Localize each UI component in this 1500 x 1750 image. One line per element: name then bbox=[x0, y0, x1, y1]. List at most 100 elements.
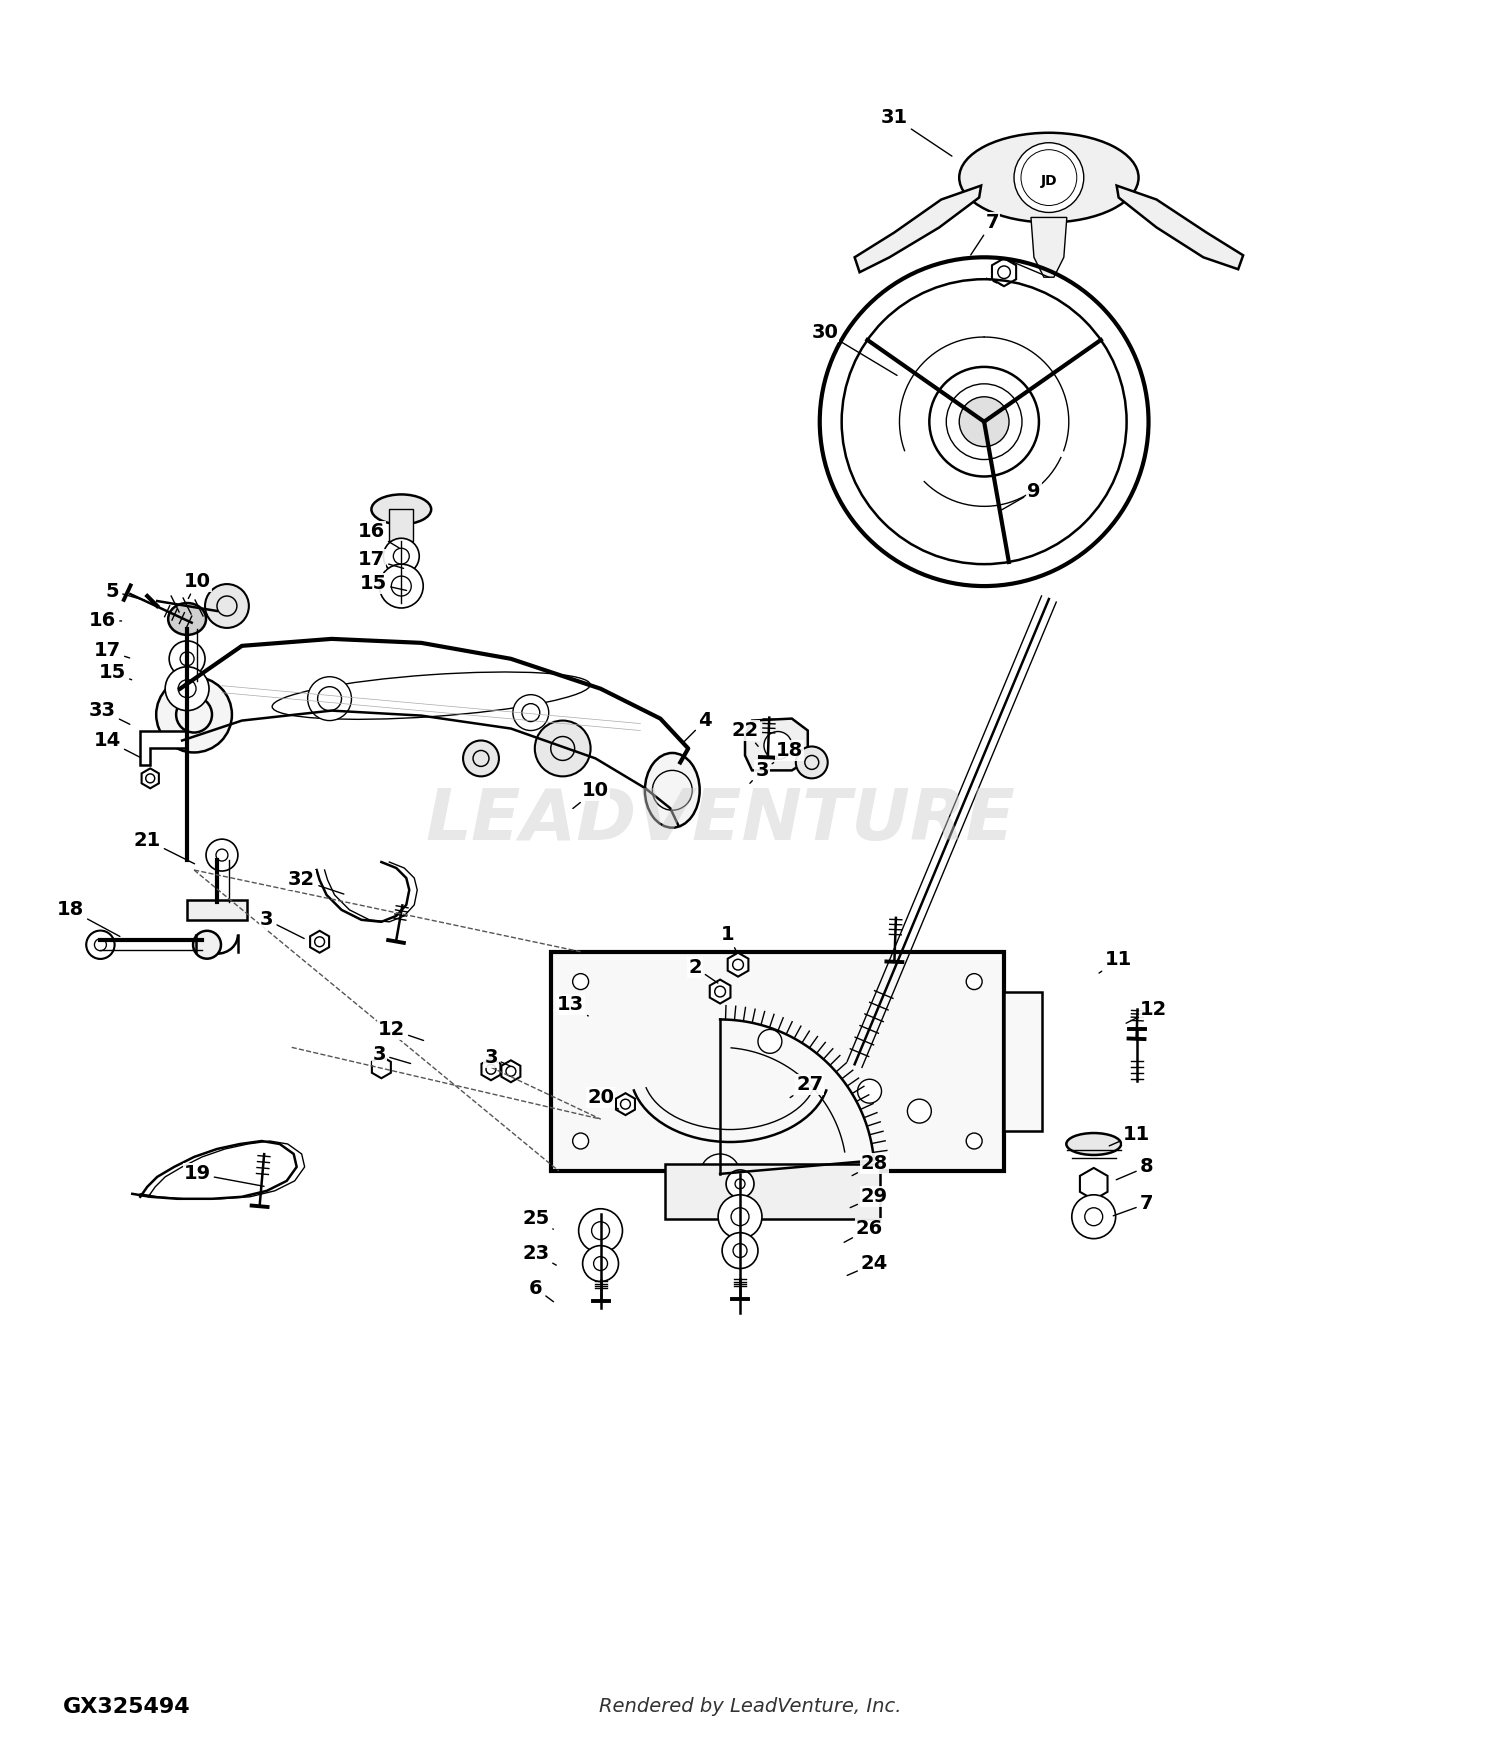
Circle shape bbox=[764, 732, 792, 760]
Ellipse shape bbox=[372, 495, 430, 525]
Text: 19: 19 bbox=[183, 1164, 264, 1186]
Text: 4: 4 bbox=[682, 710, 712, 744]
Text: 8: 8 bbox=[1116, 1157, 1154, 1180]
Circle shape bbox=[758, 1029, 782, 1054]
Circle shape bbox=[573, 1132, 588, 1150]
Polygon shape bbox=[855, 186, 981, 273]
Circle shape bbox=[573, 973, 588, 989]
Polygon shape bbox=[710, 980, 730, 1003]
Circle shape bbox=[908, 1099, 932, 1124]
Polygon shape bbox=[501, 1060, 520, 1082]
Text: 28: 28 bbox=[852, 1155, 888, 1176]
Text: 21: 21 bbox=[134, 831, 195, 864]
Text: 25: 25 bbox=[522, 1209, 554, 1228]
FancyBboxPatch shape bbox=[550, 952, 1004, 1171]
Circle shape bbox=[1014, 144, 1084, 212]
Ellipse shape bbox=[958, 133, 1138, 222]
Text: 14: 14 bbox=[94, 732, 140, 758]
Polygon shape bbox=[1030, 217, 1066, 276]
Circle shape bbox=[206, 584, 249, 628]
Circle shape bbox=[156, 677, 232, 752]
Text: 10: 10 bbox=[183, 572, 210, 598]
Text: 17: 17 bbox=[358, 550, 404, 569]
Text: 15: 15 bbox=[360, 574, 407, 593]
Text: 18: 18 bbox=[57, 900, 120, 936]
Ellipse shape bbox=[1066, 1132, 1120, 1155]
Text: 7: 7 bbox=[1113, 1194, 1154, 1216]
Text: 11: 11 bbox=[1100, 950, 1132, 973]
Circle shape bbox=[700, 1153, 740, 1194]
Circle shape bbox=[796, 747, 828, 779]
Text: 1: 1 bbox=[722, 926, 736, 952]
Circle shape bbox=[384, 539, 418, 574]
Circle shape bbox=[958, 397, 1010, 446]
Polygon shape bbox=[746, 719, 808, 770]
Circle shape bbox=[858, 1080, 882, 1102]
Polygon shape bbox=[992, 259, 1016, 287]
Text: 3: 3 bbox=[372, 1045, 411, 1064]
Text: 30: 30 bbox=[812, 322, 897, 376]
Text: 20: 20 bbox=[586, 1088, 618, 1110]
Circle shape bbox=[464, 740, 500, 777]
Text: 3: 3 bbox=[260, 910, 305, 938]
Circle shape bbox=[170, 640, 206, 677]
Polygon shape bbox=[1080, 1167, 1107, 1200]
Polygon shape bbox=[616, 1094, 634, 1115]
Circle shape bbox=[966, 1132, 982, 1150]
Text: 22: 22 bbox=[732, 721, 759, 746]
Polygon shape bbox=[1004, 992, 1042, 1130]
Text: 2: 2 bbox=[688, 959, 718, 984]
Polygon shape bbox=[666, 1164, 879, 1218]
Circle shape bbox=[194, 931, 220, 959]
Text: 26: 26 bbox=[844, 1220, 883, 1242]
Circle shape bbox=[582, 1246, 618, 1281]
Text: JD: JD bbox=[1041, 173, 1058, 187]
Polygon shape bbox=[372, 1057, 392, 1078]
Ellipse shape bbox=[272, 672, 590, 719]
Circle shape bbox=[87, 931, 114, 959]
Text: 12: 12 bbox=[1126, 999, 1167, 1024]
Polygon shape bbox=[310, 931, 328, 952]
Circle shape bbox=[579, 1209, 622, 1253]
Text: 32: 32 bbox=[288, 870, 344, 894]
Circle shape bbox=[722, 1232, 758, 1269]
Text: 18: 18 bbox=[772, 740, 804, 763]
Text: LEADVENTURE: LEADVENTURE bbox=[424, 786, 1016, 854]
Text: 24: 24 bbox=[847, 1255, 888, 1276]
Polygon shape bbox=[482, 1059, 501, 1080]
Circle shape bbox=[1072, 1195, 1116, 1239]
Circle shape bbox=[966, 973, 982, 989]
Text: 7: 7 bbox=[970, 214, 999, 256]
Circle shape bbox=[536, 721, 591, 777]
Text: 11: 11 bbox=[1108, 1125, 1150, 1146]
Text: 16: 16 bbox=[358, 522, 399, 548]
Text: 29: 29 bbox=[850, 1186, 888, 1207]
Ellipse shape bbox=[645, 752, 699, 828]
Text: 31: 31 bbox=[880, 108, 952, 156]
Text: 17: 17 bbox=[94, 640, 129, 660]
Polygon shape bbox=[141, 730, 188, 765]
Circle shape bbox=[87, 931, 114, 959]
Text: 3: 3 bbox=[484, 1048, 510, 1068]
Text: 12: 12 bbox=[378, 1020, 423, 1041]
Circle shape bbox=[206, 840, 238, 872]
Polygon shape bbox=[188, 900, 248, 920]
Text: 27: 27 bbox=[790, 1074, 824, 1097]
Text: 16: 16 bbox=[88, 611, 122, 630]
Text: 5: 5 bbox=[105, 581, 144, 600]
Text: 15: 15 bbox=[99, 663, 132, 682]
Circle shape bbox=[308, 677, 351, 721]
Text: 6: 6 bbox=[530, 1279, 554, 1302]
Text: 10: 10 bbox=[573, 780, 609, 808]
Circle shape bbox=[380, 564, 423, 607]
Polygon shape bbox=[728, 952, 748, 977]
Text: 33: 33 bbox=[88, 702, 130, 724]
Circle shape bbox=[165, 667, 209, 710]
Polygon shape bbox=[141, 768, 159, 788]
Text: 9: 9 bbox=[1002, 481, 1041, 509]
Text: 23: 23 bbox=[522, 1244, 556, 1265]
Circle shape bbox=[718, 1195, 762, 1239]
Text: 3: 3 bbox=[750, 761, 768, 784]
Circle shape bbox=[513, 695, 549, 730]
Text: 13: 13 bbox=[556, 996, 588, 1017]
